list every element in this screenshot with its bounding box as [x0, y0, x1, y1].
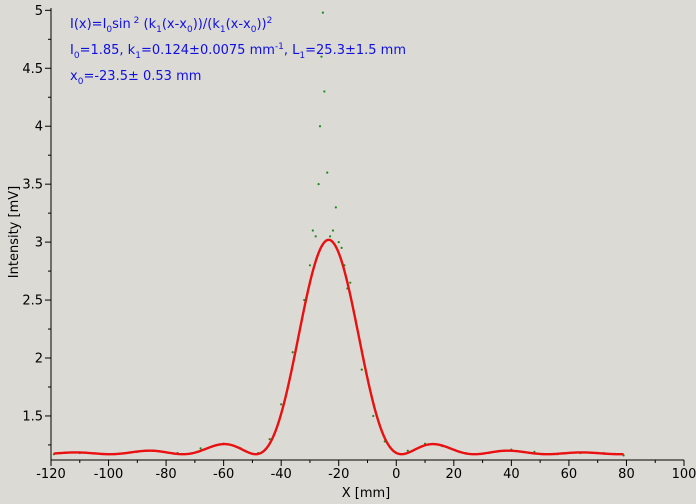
x-axis-label: X [mm] — [342, 486, 391, 501]
annotation-formula: I(x)=I0sin 2 (k1(x-x0))/(k1(x-x0))2 — [70, 16, 272, 35]
y-axis-label: Intensity [mV] — [7, 186, 22, 278]
y-tick-label: 3.5 — [22, 178, 43, 193]
fit-curve-layer — [53, 238, 624, 456]
data-point — [372, 414, 375, 418]
data-point — [334, 206, 337, 209]
x-tick-label: 40 — [503, 467, 520, 482]
y-tick-label: 4 — [35, 120, 43, 135]
y-tick-label: 3 — [35, 236, 43, 251]
y-tick-label: 1.5 — [22, 409, 43, 424]
x-tick-label: 80 — [618, 467, 635, 482]
data-point — [317, 183, 320, 186]
x-tick-label: -100 — [94, 467, 124, 482]
data-point — [360, 368, 363, 371]
y-tick-label: 2 — [35, 352, 43, 367]
x-tick-label: -120 — [36, 467, 66, 482]
y-tick-label: 2.5 — [22, 294, 43, 309]
fit-curve — [53, 238, 624, 456]
data-point — [406, 449, 409, 452]
x-tick-label: 100 — [672, 467, 696, 482]
data-point — [320, 55, 323, 58]
data-point — [199, 447, 202, 450]
x-tick-label: 20 — [446, 467, 463, 482]
x-tick-label: 60 — [561, 467, 578, 482]
y-tick-label: 4.5 — [22, 62, 43, 77]
x-tick-label: -80 — [155, 467, 176, 482]
annotation-parameters: I0=1.85, k1=0.124±0.0075 mm-1, L1=25.3±1… — [70, 42, 406, 61]
data-point — [337, 241, 340, 244]
data-point — [291, 351, 294, 354]
data-point — [311, 229, 314, 232]
data-point — [280, 403, 283, 406]
x-tick-label: -20 — [328, 467, 349, 482]
plot-background — [51, 8, 684, 460]
data-point — [318, 125, 322, 128]
data-point — [268, 438, 271, 441]
data-point — [329, 235, 332, 238]
data-point — [349, 281, 352, 284]
annotation-x0: x0=-23.5± 0.53 mm — [70, 69, 201, 87]
x-tick-label: -60 — [213, 467, 234, 482]
data-point — [308, 264, 312, 267]
axes: -120 -100 -80 -60 -40 -20 0 20 40 60 80 100 1.5 2 2.5 3… — [22, 4, 696, 482]
data-point — [340, 246, 343, 250]
x-tick-label: 0 — [392, 467, 400, 482]
data-point — [323, 90, 326, 93]
data-point — [326, 171, 329, 174]
x-tick-label: -40 — [271, 467, 292, 482]
data-point — [314, 235, 317, 238]
data-point — [331, 229, 335, 232]
data-point — [321, 11, 324, 14]
y-tick-label: 5 — [35, 4, 43, 19]
